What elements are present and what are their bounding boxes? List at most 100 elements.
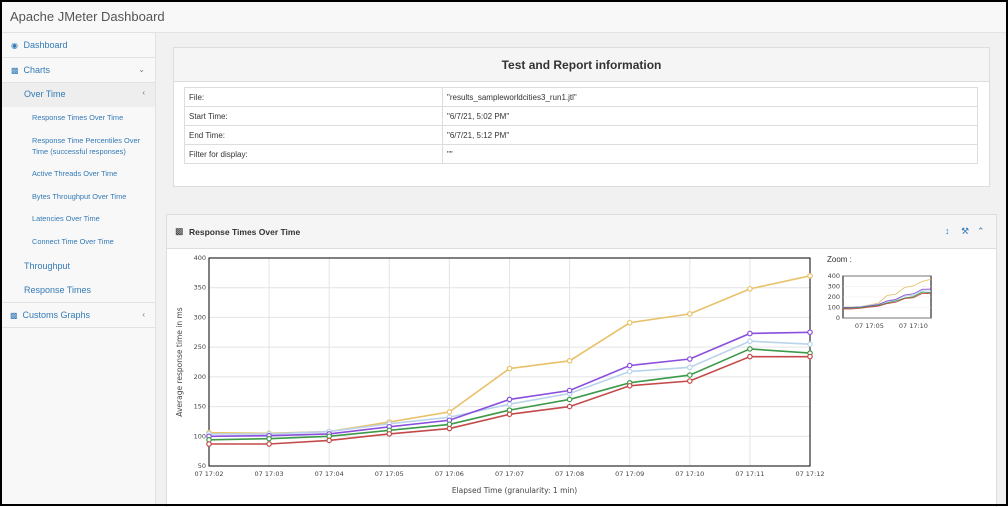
y-tick-label: 400 [194, 254, 206, 262]
zoom-series-line [842, 291, 932, 309]
series-point [506, 411, 513, 418]
top-navbar: Apache JMeter Dashboard [2, 2, 1006, 33]
series-point [807, 273, 813, 279]
y-axis-label: Average response time in ms [175, 307, 184, 416]
series-point [686, 356, 693, 362]
series-point [566, 358, 573, 364]
series-point [506, 396, 513, 403]
sidebar-subitem-connect-time[interactable]: Connect Time Over Time [32, 237, 114, 246]
zoom-y-tick-label: 300 [828, 283, 840, 291]
x-tick-label: 07 17:12 [795, 470, 824, 478]
zoom-x-tick-label: 07 17:10 [899, 322, 928, 330]
table-row: Filter for display: "" [184, 144, 978, 164]
sidebar-item-dashboard[interactable]: ◉ Dashboard [11, 40, 164, 50]
sidebar: ◉ Dashboard ▩ Charts ⌄ Over Time ‹ Respo… [2, 33, 156, 504]
y-tick-label: 100 [194, 432, 206, 440]
series-point [326, 437, 333, 444]
series-point [747, 330, 753, 337]
x-tick-label: 07 17:10 [675, 470, 704, 478]
sidebar-item-label: Charts [23, 65, 51, 75]
series-point [566, 403, 573, 410]
series-point [506, 365, 513, 372]
sidebar-item-charts[interactable]: ▩ Charts ⌄ [11, 65, 164, 75]
series-point [506, 401, 513, 407]
panel-title: Test and Report information [501, 58, 662, 72]
sidebar-subitem-active-threads[interactable]: Active Threads Over Time [32, 169, 118, 178]
divider [2, 57, 155, 58]
y-tick-label: 250 [194, 343, 206, 351]
sidebar-item-label: Customs Graphs [22, 310, 91, 320]
resize-vertical-icon[interactable]: ↕ [945, 226, 950, 236]
chevron-down-icon: ⌄ [138, 65, 145, 74]
zoom-y-tick-label: 0 [836, 314, 840, 322]
zoom-x-tick-label: 07 17:05 [855, 322, 884, 330]
divider [2, 82, 155, 83]
app-title[interactable]: Apache JMeter Dashboard [10, 9, 165, 24]
panel-title: Response Times Over Time [189, 227, 301, 237]
series-point [566, 396, 573, 403]
x-tick-label: 07 17:02 [194, 470, 223, 478]
response-times-panel: ▩ Response Times Over Time ↕ ⚒ ⌃ [166, 214, 997, 507]
table-row: Start Time: "6/7/21, 5:02 PM" [184, 106, 978, 126]
x-tick-label: 07 17:06 [435, 470, 464, 478]
series-point [747, 286, 753, 292]
wrench-icon[interactable]: ⚒ [961, 226, 970, 236]
series-point [446, 409, 453, 415]
bar-chart-icon: ▩ [175, 226, 184, 236]
sidebar-item-response-times[interactable]: Response Times [24, 285, 92, 295]
sidebar-item-throughput[interactable]: Throughput [24, 261, 71, 271]
sidebar-subitem-response-times-over-time[interactable]: Response Times Over Time [32, 113, 124, 122]
divider [2, 327, 155, 328]
x-tick-label: 07 17:05 [375, 470, 404, 478]
x-tick-label: 07 17:09 [615, 470, 644, 478]
series-point [747, 346, 753, 352]
y-tick-label: 300 [194, 313, 206, 321]
zoom-y-tick-label: 200 [828, 293, 840, 301]
sidebar-subitem-bytes-throughput[interactable]: Bytes Throughput Over Time [32, 192, 127, 201]
series-point [686, 378, 693, 384]
bar-chart-icon: ▩ [11, 66, 19, 75]
series-point [626, 319, 633, 326]
x-tick-label: 07 17:04 [315, 470, 344, 478]
y-tick-label: 50 [198, 462, 206, 470]
series-point [446, 425, 453, 432]
x-tick-label: 07 17:07 [495, 470, 524, 478]
bar-chart-icon: ▩ [10, 311, 18, 320]
sidebar-item-over-time[interactable]: Over Time ‹ [2, 83, 155, 107]
chevron-up-icon[interactable]: ⌃ [977, 226, 985, 236]
x-axis-label: Elapsed Time (granularity: 1 min) [452, 486, 577, 495]
sidebar-item-label: Over Time [24, 89, 66, 99]
series-point [686, 364, 693, 371]
series-point [266, 435, 272, 442]
info-value: "" [442, 144, 978, 164]
y-tick-label: 200 [194, 373, 206, 381]
x-tick-label: 07 17:11 [735, 470, 764, 478]
dashboard-icon: ◉ [11, 41, 18, 50]
sidebar-subitem-latencies[interactable]: Latencies Over Time [32, 214, 100, 223]
divider [2, 302, 155, 303]
x-tick-label: 07 17:08 [555, 470, 584, 478]
series-point [686, 311, 693, 317]
chevron-left-icon: ‹ [142, 88, 145, 97]
series-point [206, 441, 212, 447]
series-point [266, 441, 272, 447]
panel-header: Test and Report information [174, 48, 989, 82]
y-tick-label: 150 [194, 403, 206, 411]
test-report-info-panel: Test and Report information File: "resul… [173, 47, 990, 187]
info-table: File: "results_sampleworldcities3_run1.j… [184, 87, 978, 164]
sidebar-subitem-response-time-percentiles[interactable]: Response Time Percentiles Over Time (suc… [32, 136, 141, 156]
sidebar-item-customs-graphs[interactable]: ▩ Customs Graphs ‹ [10, 310, 163, 320]
x-tick-label: 07 17:03 [255, 470, 284, 478]
series-point [807, 329, 813, 336]
zoom-y-tick-label: 100 [828, 304, 840, 312]
zoom-series-line [842, 288, 932, 308]
series-point [626, 382, 633, 389]
panel-header: ▩ Response Times Over Time ↕ ⚒ ⌃ [167, 215, 996, 249]
plot-frame [208, 257, 811, 467]
zoom-y-tick-label: 400 [828, 272, 840, 280]
zoom-label: Zoom : [827, 255, 852, 264]
y-tick-label: 350 [194, 284, 206, 292]
series-point [747, 353, 753, 360]
series-point [807, 341, 813, 347]
